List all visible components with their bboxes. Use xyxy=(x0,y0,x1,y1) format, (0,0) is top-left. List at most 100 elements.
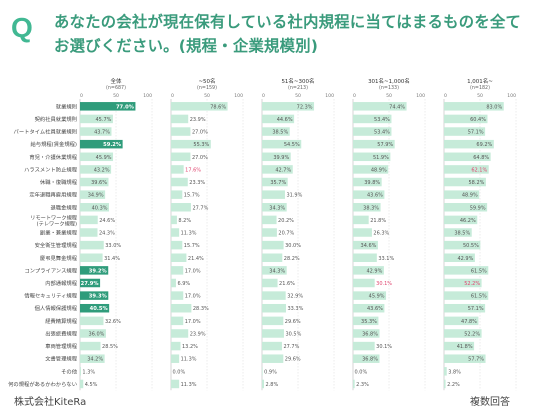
axis-tick-label: 100 xyxy=(325,93,334,99)
data-label: 27.7% xyxy=(192,205,208,211)
data-label: 39.2% xyxy=(89,268,108,274)
bar xyxy=(353,127,392,136)
bar xyxy=(80,165,112,174)
data-label: 60.4% xyxy=(470,117,486,123)
bar xyxy=(171,228,180,237)
bar xyxy=(444,102,504,111)
category-label: 出張旅費規程 xyxy=(45,329,77,337)
data-label: 20.7% xyxy=(278,231,294,237)
data-label: 51.9% xyxy=(373,155,389,161)
bar xyxy=(444,316,479,326)
bar xyxy=(80,240,104,250)
bar xyxy=(171,354,180,363)
data-label: 20.2% xyxy=(278,218,294,224)
category-label: 経費精算規程 xyxy=(45,317,77,325)
data-label: 57.1% xyxy=(468,306,484,312)
data-label: 21.4% xyxy=(188,256,204,262)
data-label: 57.7% xyxy=(468,357,484,363)
bar xyxy=(171,266,184,275)
bar xyxy=(444,266,489,275)
bar xyxy=(80,354,105,363)
data-label: 0.9% xyxy=(264,369,277,375)
category-label: 就業規則 xyxy=(56,102,77,110)
data-label: 83.0% xyxy=(486,104,502,110)
data-label: 41.8% xyxy=(457,344,473,350)
bar xyxy=(444,127,486,136)
panel-n: (n=687) xyxy=(106,85,126,91)
bar xyxy=(262,240,284,250)
data-label: 29.6% xyxy=(285,319,301,325)
category-label: 内部通報規程 xyxy=(45,279,77,287)
data-label: 50.5% xyxy=(463,243,479,249)
bar xyxy=(262,354,284,363)
category-label: 育児・介護休業規程 xyxy=(29,153,77,161)
bar xyxy=(262,102,315,111)
data-label: 48.9% xyxy=(462,193,478,199)
data-label: 72.3% xyxy=(297,104,313,110)
data-label: 4.5% xyxy=(85,382,98,388)
data-label: 13.2% xyxy=(182,344,198,350)
bar xyxy=(171,190,183,199)
data-label: 17.6% xyxy=(185,167,201,173)
data-label: 26.3% xyxy=(373,231,389,237)
bar xyxy=(80,177,109,187)
company-name: 株式会社KiteRa xyxy=(14,397,87,408)
data-label: 57.1% xyxy=(468,130,484,136)
data-label: 44.6% xyxy=(277,117,293,123)
bar xyxy=(171,240,183,250)
data-label: 34.6% xyxy=(361,243,377,249)
bar xyxy=(444,291,489,300)
bar xyxy=(171,165,184,174)
bar xyxy=(262,316,284,326)
bar xyxy=(353,165,389,174)
data-label: 43.2% xyxy=(94,167,110,173)
bar xyxy=(171,303,192,313)
data-label: 2.3% xyxy=(356,382,369,388)
data-label: 61.5% xyxy=(471,268,487,274)
bar xyxy=(444,139,494,149)
bar xyxy=(353,215,369,225)
data-label: 29.6% xyxy=(285,357,301,363)
bar xyxy=(262,266,287,275)
data-label: 27.9% xyxy=(81,281,100,287)
data-label: 62.1% xyxy=(471,167,487,173)
panel-title: ~50名 xyxy=(198,77,215,85)
data-label: 30.1% xyxy=(376,281,392,287)
bar xyxy=(444,114,488,124)
bar xyxy=(80,291,109,300)
data-label: 2.8% xyxy=(266,382,279,388)
data-label: 11.3% xyxy=(181,382,197,388)
data-label: 6.9% xyxy=(177,281,190,287)
data-label: 30.1% xyxy=(376,344,392,350)
bar xyxy=(444,215,478,225)
axis-tick-label: 100 xyxy=(143,93,152,99)
data-label: 2.2% xyxy=(447,382,460,388)
axis-tick-label: 100 xyxy=(416,93,425,99)
axis-tick-label: 0 xyxy=(444,93,447,99)
bar xyxy=(171,253,187,262)
category-label: リモートワーク規程 xyxy=(30,213,77,221)
data-label: 52.2% xyxy=(464,281,480,287)
category-label: コンプライアンス規程 xyxy=(25,266,78,274)
bar xyxy=(262,127,290,136)
bar xyxy=(262,228,277,237)
data-label: 27.0% xyxy=(192,130,208,136)
data-label: 24.3% xyxy=(99,231,115,237)
axis-tick-label: 0 xyxy=(262,93,265,99)
bar xyxy=(262,379,265,389)
bar xyxy=(80,102,136,111)
data-label: 30.0% xyxy=(285,243,301,249)
data-label: 38.5% xyxy=(272,130,288,136)
data-label: 58.2% xyxy=(469,180,485,186)
data-label: 45.9% xyxy=(369,294,385,300)
bar xyxy=(80,190,106,199)
bar xyxy=(171,316,184,326)
data-label: 31.4% xyxy=(104,256,120,262)
bar xyxy=(80,203,110,212)
bar xyxy=(353,291,387,300)
data-label: 0.0% xyxy=(173,369,186,375)
bar xyxy=(262,215,277,225)
category-label: 契約社員就業規則 xyxy=(35,115,77,123)
bar xyxy=(80,303,110,313)
bar xyxy=(444,354,486,363)
